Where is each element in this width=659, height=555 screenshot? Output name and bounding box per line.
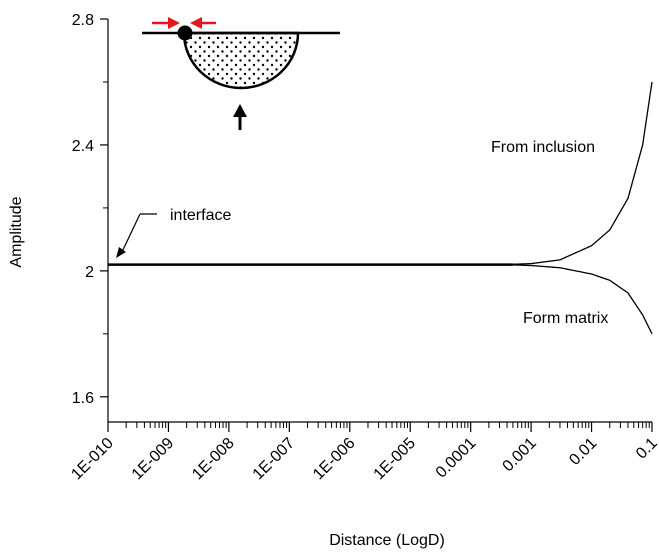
inclusion-schematic xyxy=(142,17,340,130)
ticks xyxy=(100,18,653,432)
interface-pointer-line xyxy=(121,213,141,253)
tick-labels: 1E-010 1E-009 1E-008 1E-007 1E-006 1E-005 0.00… xyxy=(68,12,659,483)
x-tick-label: 0.1 xyxy=(633,435,659,463)
x-tick-label: 0.0001 xyxy=(433,435,480,482)
series xyxy=(108,81,653,335)
series-line-from-inclusion xyxy=(108,81,653,266)
x-tick-label: 1E-005 xyxy=(371,435,420,484)
inclusion-body xyxy=(182,31,300,90)
x-axis-title: Distance (LogD) xyxy=(329,532,445,549)
annotation-interface: interface xyxy=(170,207,231,224)
y-tick-label: 2.4 xyxy=(72,138,94,155)
x-tick-label: 1E-010 xyxy=(68,435,117,484)
y-tick-label: 1.6 xyxy=(72,390,94,407)
y-tick-label: 2 xyxy=(85,264,94,281)
y-axis-title: Amplitude xyxy=(8,196,25,267)
x-tick-label: 1E-006 xyxy=(310,435,359,484)
y-tick-label: 2.8 xyxy=(72,12,94,29)
interface-point-marker xyxy=(177,25,193,41)
axes xyxy=(107,19,652,423)
red-arrow-right-icon xyxy=(152,17,180,29)
x-tick-label: 0.01 xyxy=(566,435,600,469)
annotation-form-matrix: Form matrix xyxy=(523,310,608,327)
x-tick-label: 1E-008 xyxy=(189,435,238,484)
interface-annotation: interface xyxy=(116,207,231,258)
interface-arrowhead-icon xyxy=(116,247,126,258)
up-arrow-icon xyxy=(233,104,247,130)
x-tick-label: 1E-009 xyxy=(129,435,178,484)
x-tick-label: 1E-007 xyxy=(250,435,299,484)
x-tick-label: 0.001 xyxy=(500,435,540,475)
annotation-from-inclusion: From inclusion xyxy=(491,139,595,156)
red-arrow-left-icon xyxy=(190,17,216,29)
